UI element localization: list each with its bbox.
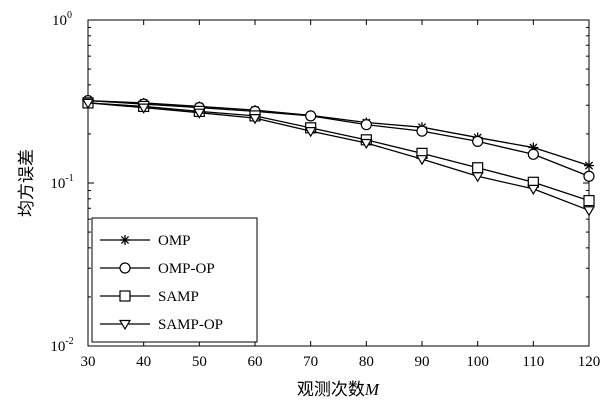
x-tick-label: 70 (303, 354, 318, 370)
legend-item-samp: SAMP (100, 289, 199, 305)
x-tick-label: 40 (136, 354, 151, 370)
series-samp-op-point (137, 103, 150, 114)
y-tick-label: 10-2 (50, 336, 73, 355)
legend-label-omp: OMP (158, 233, 191, 249)
x-tick-label: 50 (192, 354, 207, 370)
x-axis-ticks: 30 40 50 60 70 80 90 100 110 120 (81, 20, 601, 370)
series-omp-op-point (416, 125, 428, 137)
series-omp-point-stroke (584, 161, 594, 170)
y-tick-label-base: 10 (50, 339, 65, 355)
y-tick-label-base: 10 (52, 13, 67, 29)
y-axis-title: 均方误差 (17, 149, 37, 217)
legend-marker-samp-op (118, 319, 132, 331)
y-tick-label: 100 (52, 10, 72, 29)
series-layer (81, 95, 596, 217)
x-tick-label: 30 (81, 354, 96, 370)
x-tick-label: 60 (248, 354, 263, 370)
x-tick-label: 100 (466, 354, 489, 370)
series-omp-op-point (527, 148, 539, 160)
series-omp-op-line (87, 100, 590, 177)
legend-item-omp: OMP (100, 233, 191, 249)
series-samp-op-point (248, 114, 262, 125)
legend-items: OMP OMP-OP SAMP SAMP-OP (100, 233, 223, 333)
legend-box (91, 217, 258, 343)
legend-marker-omp-stroke (120, 235, 130, 245)
series-samp-point (472, 162, 484, 174)
x-tick-label: 110 (522, 354, 544, 370)
series-samp-line (87, 102, 590, 202)
legend-label-samp-op: SAMP-OP (158, 317, 223, 333)
series-samp-op-point (304, 127, 317, 138)
series-omp-op-point (360, 119, 372, 131)
y-tick-label-base: 10 (50, 176, 65, 192)
legend-label-omp-op: OMP-OP (158, 261, 215, 277)
series-samp-op-point (360, 138, 373, 150)
legend-marker-samp (119, 290, 131, 302)
y-tick-label-exponent: -2 (65, 336, 73, 347)
legend-marker-omp (120, 235, 130, 245)
legend: OMP OMP-OP SAMP SAMP-OP (91, 217, 258, 343)
series-samp-point (583, 194, 595, 207)
legend-item-samp-op: SAMP-OP (100, 317, 223, 333)
x-tick-label: 120 (578, 354, 601, 370)
series-omp-op-point (472, 135, 484, 147)
x-axis-title-var: M (364, 380, 380, 399)
series-samp-op-point (527, 184, 540, 196)
series-samp-op-point (415, 155, 429, 166)
series-samp-op-line (87, 102, 590, 211)
x-axis-title-text: 观测次数 (297, 380, 365, 400)
x-tick-label: 90 (415, 354, 430, 370)
y-tick-label-exponent: -1 (65, 173, 73, 184)
x-axis-title: 观测次数M (297, 380, 380, 400)
series-samp-op-point (471, 172, 484, 183)
x-tick-label: 80 (359, 354, 374, 370)
series-omp-point (584, 160, 594, 171)
series-samp-op-point (81, 98, 95, 110)
series-omp-line (87, 100, 590, 167)
y-tick-label-exponent: 0 (67, 10, 72, 21)
legend-item-omp-op: OMP-OP (100, 261, 215, 277)
legend-marker-omp-op (119, 262, 131, 274)
legend-label-samp: SAMP (158, 289, 199, 305)
series-omp-op-point (583, 170, 595, 182)
series-samp-op (81, 98, 596, 217)
y-tick-label: 10-1 (50, 173, 73, 192)
series-omp-op-point (305, 110, 317, 122)
series-samp-op-point (193, 108, 206, 119)
series-samp-op-point (582, 206, 596, 217)
